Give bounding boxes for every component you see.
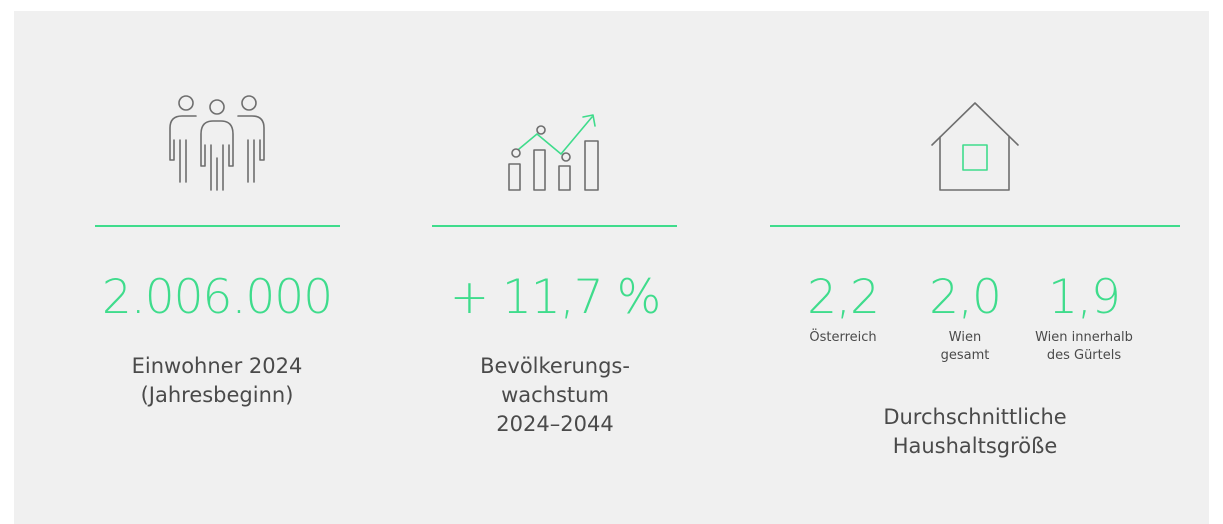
household-item: 2,0 Wien gesamt <box>905 273 1025 365</box>
household-label: Wien innerhalb <box>1035 330 1133 345</box>
household-item: 2,2 Österreich <box>783 273 903 347</box>
growth-icon <box>508 114 599 191</box>
label-line: (Jahresbeginn) <box>140 383 294 407</box>
stat-value: + 11,7 % <box>449 270 662 325</box>
household-label: Wien <box>948 330 982 345</box>
stat-label: Einwohner 2024 (Jahresbeginn) <box>67 352 367 410</box>
divider <box>95 225 340 227</box>
label-line: wachstum <box>501 383 609 407</box>
people-icon <box>169 95 265 191</box>
stat-label: Durchschnittliche Haushaltsgröße <box>825 403 1125 461</box>
household-value: 2,0 <box>929 270 1002 325</box>
household-value: 1,9 <box>1048 270 1121 325</box>
household-item: 1,9 Wien innerhalb des Gürtels <box>1018 273 1150 365</box>
label-line: Einwohner 2024 <box>131 354 303 378</box>
stat-value: 2.006.000 <box>101 270 333 325</box>
household-label: Österreich <box>809 330 877 345</box>
label-line: Haushaltsgröße <box>892 434 1058 458</box>
divider <box>432 225 677 227</box>
label-line: 2024–2044 <box>496 412 614 436</box>
household-label: des Gürtels <box>1046 348 1122 363</box>
stat-label: Bevölkerungs- wachstum 2024–2044 <box>405 352 705 439</box>
label-line: Durchschnittliche <box>883 405 1067 429</box>
label-line: Bevölkerungs- <box>480 354 630 378</box>
house-icon <box>931 102 1019 191</box>
household-value: 2,2 <box>807 270 880 325</box>
divider <box>770 225 1180 227</box>
household-label: gesamt <box>940 348 990 363</box>
panel <box>14 11 1209 524</box>
